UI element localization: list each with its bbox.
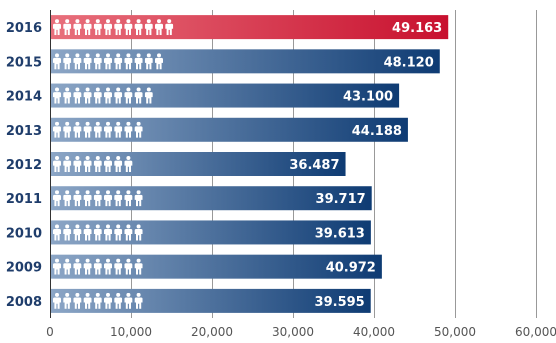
year-label: 2009	[6, 261, 42, 276]
value-label: 39.717	[316, 192, 366, 207]
year-label: 2013	[6, 124, 42, 139]
value-label: 44.188	[352, 124, 402, 139]
x-tick-label: 0	[46, 325, 54, 339]
x-tick-label: 40,000	[353, 325, 395, 339]
x-tick-label: 30,000	[272, 325, 314, 339]
value-label: 48.120	[384, 55, 434, 70]
value-label: 39.613	[315, 226, 365, 241]
x-tick-label: 20,000	[191, 325, 233, 339]
value-label: 36.487	[289, 158, 339, 173]
year-label: 2014	[6, 90, 42, 105]
year-label: 2011	[6, 192, 42, 207]
year-label: 2015	[6, 55, 42, 70]
value-label: 49.163	[392, 21, 442, 36]
value-label: 43.100	[343, 90, 393, 105]
bars: 49.163 48.120 43.100 44.188 36.487 39.717 39.6…	[51, 15, 449, 313]
year-label: 2010	[6, 226, 42, 241]
value-label: 39.595	[315, 295, 365, 310]
year-label: 2016	[6, 21, 42, 36]
axes: 0 10,000 20,000 30,000 40,000 50,000 60,000 201…	[6, 10, 556, 339]
year-label: 2008	[6, 295, 42, 310]
x-tick-label: 10,000	[110, 325, 152, 339]
value-label: 40.972	[326, 261, 376, 276]
x-tick-label: 60,000	[515, 325, 556, 339]
year-label: 2012	[6, 158, 42, 173]
x-tick-label: 50,000	[434, 325, 476, 339]
